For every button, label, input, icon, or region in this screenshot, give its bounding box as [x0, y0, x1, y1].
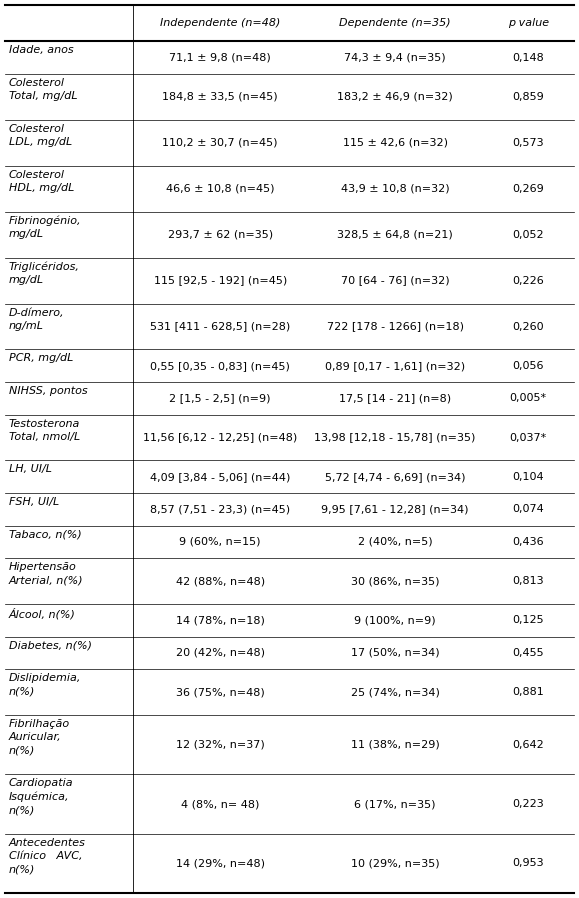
Text: Auricular,: Auricular,: [9, 733, 61, 743]
Text: Independente (n=48): Independente (n=48): [160, 18, 280, 28]
Text: Triglicéridos,: Triglicéridos,: [9, 261, 80, 272]
Text: 0,269: 0,269: [512, 184, 544, 194]
Text: 8,57 (7,51 - 23,3) (n=45): 8,57 (7,51 - 23,3) (n=45): [150, 505, 290, 515]
Text: 46,6 ± 10,8 (n=45): 46,6 ± 10,8 (n=45): [166, 184, 274, 194]
Text: Álcool, n(%): Álcool, n(%): [9, 608, 76, 620]
Text: 5,72 [4,74 - 6,69] (n=34): 5,72 [4,74 - 6,69] (n=34): [325, 471, 466, 481]
Text: 0,455: 0,455: [512, 647, 544, 658]
Text: Tabaco, n(%): Tabaco, n(%): [9, 530, 82, 540]
Text: Hipertensão: Hipertensão: [9, 562, 77, 572]
Text: LH, UI/L: LH, UI/L: [9, 464, 52, 474]
Text: 20 (42%, n=48): 20 (42%, n=48): [175, 647, 265, 658]
Text: 74,3 ± 9,4 (n=35): 74,3 ± 9,4 (n=35): [345, 53, 446, 63]
Text: 0,642: 0,642: [512, 740, 544, 750]
Text: p value: p value: [508, 18, 549, 28]
Text: 30 (86%, n=35): 30 (86%, n=35): [351, 576, 439, 586]
Text: 184,8 ± 33,5 (n=45): 184,8 ± 33,5 (n=45): [162, 92, 278, 101]
Text: 9 (100%, n=9): 9 (100%, n=9): [354, 615, 436, 625]
Text: Colesterol: Colesterol: [9, 170, 65, 180]
Text: Colesterol: Colesterol: [9, 78, 65, 88]
Text: 0,125: 0,125: [512, 615, 544, 625]
Text: 17 (50%, n=34): 17 (50%, n=34): [351, 647, 439, 658]
Text: 0,074: 0,074: [512, 505, 544, 515]
Text: 9 (60%, n=15): 9 (60%, n=15): [179, 537, 261, 547]
Text: FSH, UI/L: FSH, UI/L: [9, 497, 59, 507]
Text: 0,148: 0,148: [512, 53, 544, 63]
Text: NIHSS, pontos: NIHSS, pontos: [9, 386, 87, 396]
Text: 0,55 [0,35 - 0,83] (n=45): 0,55 [0,35 - 0,83] (n=45): [151, 361, 290, 371]
Text: 14 (78%, n=18): 14 (78%, n=18): [176, 615, 265, 625]
Text: 183,2 ± 46,9 (n=32): 183,2 ± 46,9 (n=32): [338, 92, 453, 101]
Text: 2 (40%, n=5): 2 (40%, n=5): [358, 537, 433, 547]
Text: 10 (29%, n=35): 10 (29%, n=35): [351, 858, 439, 868]
Text: 0,104: 0,104: [512, 471, 544, 481]
Text: 0,056: 0,056: [512, 361, 544, 371]
Text: Testosterona: Testosterona: [9, 418, 80, 428]
Text: Clínico   AVC,: Clínico AVC,: [9, 851, 82, 861]
Text: Cardiopatia: Cardiopatia: [9, 779, 74, 788]
Text: 2 [1,5 - 2,5] (n=9): 2 [1,5 - 2,5] (n=9): [170, 393, 271, 403]
Text: mg/dL: mg/dL: [9, 275, 44, 285]
Text: HDL, mg/dL: HDL, mg/dL: [9, 183, 74, 193]
Text: 4,09 [3,84 - 5,06] (n=44): 4,09 [3,84 - 5,06] (n=44): [150, 471, 291, 481]
Text: Antecedentes: Antecedentes: [9, 838, 86, 848]
Text: Colesterol: Colesterol: [9, 124, 65, 134]
Text: n(%): n(%): [9, 686, 35, 697]
Text: n(%): n(%): [9, 746, 35, 756]
Text: 0,573: 0,573: [512, 137, 544, 148]
Text: 0,859: 0,859: [512, 92, 544, 101]
Text: 71,1 ± 9,8 (n=48): 71,1 ± 9,8 (n=48): [169, 53, 271, 63]
Text: 0,813: 0,813: [512, 576, 544, 586]
Text: 4 (8%, n= 48): 4 (8%, n= 48): [181, 799, 259, 809]
Text: 0,89 [0,17 - 1,61] (n=32): 0,89 [0,17 - 1,61] (n=32): [325, 361, 465, 371]
Text: Diabetes, n(%): Diabetes, n(%): [9, 640, 92, 650]
Text: 115 [92,5 - 192] (n=45): 115 [92,5 - 192] (n=45): [153, 276, 287, 286]
Text: PCR, mg/dL: PCR, mg/dL: [9, 354, 74, 364]
Text: 13,98 [12,18 - 15,78] (n=35): 13,98 [12,18 - 15,78] (n=35): [314, 433, 476, 443]
Text: 531 [411 - 628,5] (n=28): 531 [411 - 628,5] (n=28): [150, 321, 290, 331]
Text: Fibrilhação: Fibrilhação: [9, 719, 70, 729]
Text: 12 (32%, n=37): 12 (32%, n=37): [176, 740, 265, 750]
Text: 110,2 ± 30,7 (n=45): 110,2 ± 30,7 (n=45): [163, 137, 278, 148]
Text: Total, mg/dL: Total, mg/dL: [9, 92, 78, 101]
Text: 0,005*: 0,005*: [510, 393, 547, 403]
Text: n(%): n(%): [9, 865, 35, 875]
Text: 293,7 ± 62 (n=35): 293,7 ± 62 (n=35): [168, 230, 273, 240]
Text: Dislipidemia,: Dislipidemia,: [9, 674, 82, 683]
Text: 6 (17%, n=35): 6 (17%, n=35): [354, 799, 436, 809]
Text: 115 ± 42,6 (n=32): 115 ± 42,6 (n=32): [343, 137, 448, 148]
Text: 328,5 ± 64,8 (n=21): 328,5 ± 64,8 (n=21): [338, 230, 453, 240]
Text: 0,953: 0,953: [512, 858, 544, 868]
Text: 17,5 [14 - 21] (n=8): 17,5 [14 - 21] (n=8): [339, 393, 451, 403]
Text: 42 (88%, n=48): 42 (88%, n=48): [175, 576, 265, 586]
Text: 0,881: 0,881: [512, 687, 544, 697]
Text: Isquémica,: Isquémica,: [9, 792, 69, 802]
Text: 0,223: 0,223: [512, 799, 544, 809]
Text: 722 [178 - 1266] (n=18): 722 [178 - 1266] (n=18): [327, 321, 464, 331]
Text: Dependente (n=35): Dependente (n=35): [339, 18, 451, 28]
Text: Arterial, n(%): Arterial, n(%): [9, 576, 83, 585]
Text: 14 (29%, n=48): 14 (29%, n=48): [175, 858, 265, 868]
Text: Fibrinogénio,: Fibrinogénio,: [9, 216, 82, 226]
Text: Idade, anos: Idade, anos: [9, 46, 74, 56]
Text: 11,56 [6,12 - 12,25] (n=48): 11,56 [6,12 - 12,25] (n=48): [143, 433, 298, 443]
Text: 0,226: 0,226: [512, 276, 544, 286]
Text: ng/mL: ng/mL: [9, 321, 44, 331]
Text: 11 (38%, n=29): 11 (38%, n=29): [351, 740, 439, 750]
Text: 0,052: 0,052: [512, 230, 544, 240]
Text: 0,260: 0,260: [512, 321, 544, 331]
Text: 0,037*: 0,037*: [510, 433, 547, 443]
Text: 36 (75%, n=48): 36 (75%, n=48): [176, 687, 265, 697]
Text: 25 (74%, n=34): 25 (74%, n=34): [351, 687, 439, 697]
Text: 43,9 ± 10,8 (n=32): 43,9 ± 10,8 (n=32): [341, 184, 449, 194]
Text: D-dímero,: D-dímero,: [9, 307, 64, 318]
Text: 70 [64 - 76] (n=32): 70 [64 - 76] (n=32): [341, 276, 449, 286]
Text: n(%): n(%): [9, 806, 35, 815]
Text: Total, nmol/L: Total, nmol/L: [9, 432, 80, 442]
Text: 9,95 [7,61 - 12,28] (n=34): 9,95 [7,61 - 12,28] (n=34): [321, 505, 469, 515]
Text: mg/dL: mg/dL: [9, 229, 44, 239]
Text: 0,436: 0,436: [512, 537, 544, 547]
Text: LDL, mg/dL: LDL, mg/dL: [9, 137, 72, 147]
